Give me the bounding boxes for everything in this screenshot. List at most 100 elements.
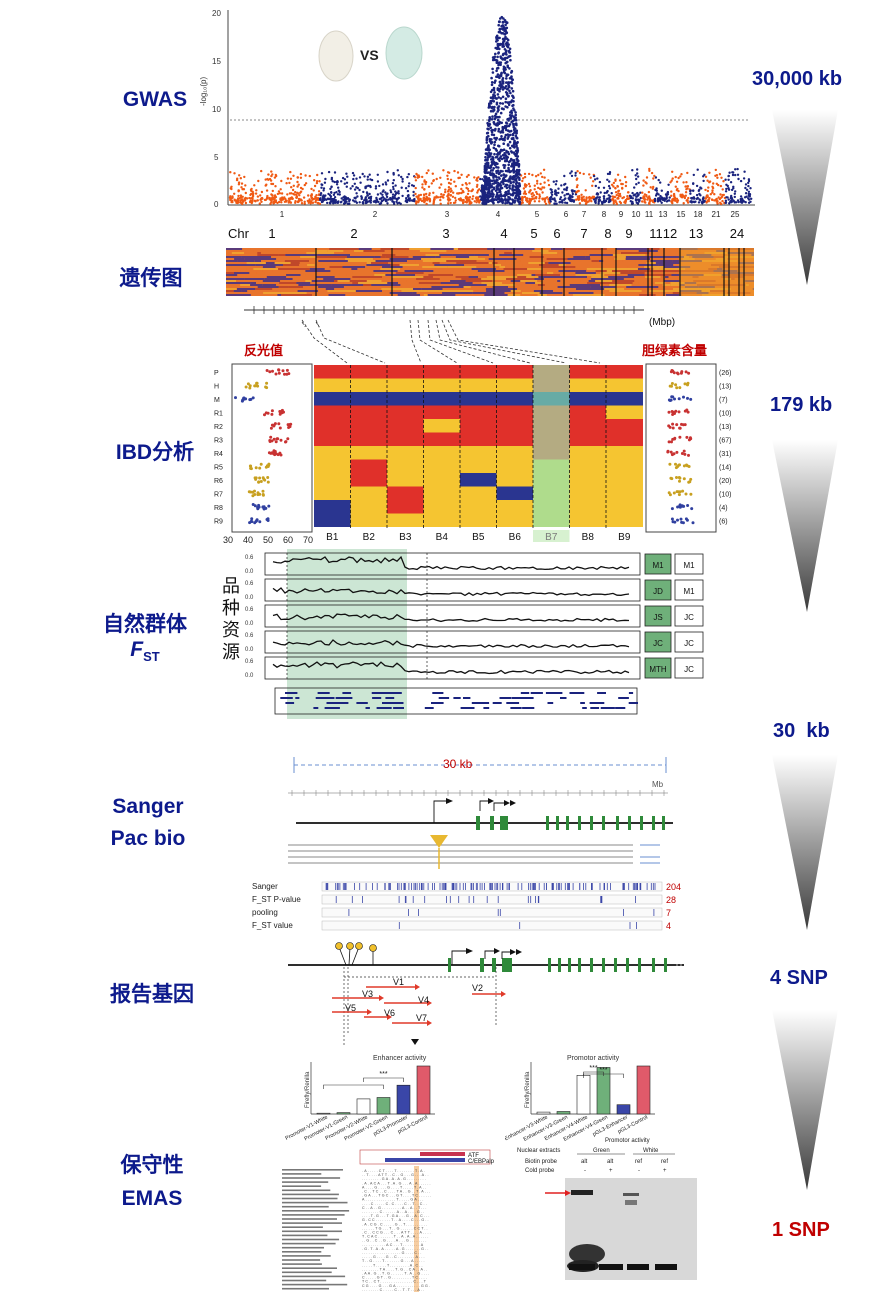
fst-ytick0-2: 0.0: [245, 621, 254, 627]
svg-text:....C.....C.C....C..T..C..: ....C.....C.C....C..T..C..: [362, 1202, 428, 1206]
gwas-chr-21: 21: [712, 210, 721, 219]
svg-text:G.CC.......T..A....C...G..: G.CC.......T..A....C...G..: [362, 1218, 430, 1222]
ibd-row-P: P: [214, 370, 219, 377]
ibd-xtick-30: 30: [223, 535, 233, 545]
construct-label-V1: V1: [393, 977, 404, 987]
gwas-chr-5: 5: [535, 210, 540, 219]
ibd-row-R7: R7: [214, 492, 223, 499]
mb-unit: Mb: [652, 780, 664, 789]
emsa-green: Green: [593, 1148, 610, 1154]
svg-text:T..G....T.......G...A.....: T..G....T.......G...A.....: [362, 1259, 426, 1263]
emsa-row3: Cold probe: [525, 1168, 555, 1174]
construct-label-V5: V5: [345, 1003, 356, 1013]
funnel-1: [772, 110, 838, 285]
ibd-row-M: M: [214, 397, 220, 404]
fst-left-box-3: JC: [653, 639, 663, 648]
svg-text:.AA.G..T.G......T.A..G....: .AA.G..T.G......T.A..G....: [362, 1272, 430, 1276]
fst-vlabel-0: 品: [222, 576, 240, 596]
seq-track-label-1: F_ST P-value: [252, 895, 301, 904]
gwas-chr-7: 7: [582, 210, 587, 219]
prom-chart-bar-0: [536, 1111, 551, 1115]
lane4-cold: +: [663, 1168, 667, 1174]
ibd-count-8: (20): [719, 478, 731, 485]
gwas-chr-15: 15: [677, 210, 686, 219]
funnel-triangles: [772, 110, 838, 1190]
enh-chart-bar-3: [376, 1097, 391, 1115]
ibd-xtick-50: 50: [263, 535, 273, 545]
mbp-unit: (Mbp): [649, 317, 675, 327]
fst-left-box-2: JS: [653, 613, 662, 622]
ibd-count-2: (7): [719, 397, 728, 404]
seq-track-count-0: 204: [666, 882, 681, 892]
ibd-block-B3: B3: [399, 532, 412, 543]
fst-ytick0-0: 0.0: [245, 569, 254, 575]
fst-ytick-0: 0.6: [245, 555, 254, 561]
svg-text:..G..C..G....A...G........: ..G..C..G....A...G........: [362, 1239, 428, 1243]
seq-track-label-3: F_ST value: [252, 921, 293, 930]
seq-track-label-0: Sanger: [252, 882, 278, 891]
funnel-2: [772, 440, 838, 612]
svg-text:....T.G...T.GA...G..A.C...: ....T.G...T.GA...G..A.C...: [362, 1214, 431, 1218]
ibd-row-R9: R9: [214, 519, 223, 526]
ibd-left-title: 反光值: [244, 343, 284, 358]
seq-track-count-1: 28: [666, 895, 676, 905]
enh-chart-bar-1: [336, 1112, 351, 1115]
lane3-cold: -: [638, 1168, 640, 1174]
emsa-header: Promotor activity: [605, 1138, 650, 1144]
seq-track-count-3: 4: [666, 921, 671, 931]
map-chr-2: 2: [350, 226, 357, 241]
enhancer-activity-chart: Enhancer activity Firefly/RenillaPromote…: [285, 1055, 435, 1142]
fst-ytick-3: 0.6: [245, 633, 254, 639]
prom-chart-bar-2: [576, 1074, 591, 1115]
svg-text:A....G....G....T.....T.A..: A....G....G....T.....T.A..: [362, 1185, 427, 1189]
emsa-row1: Nuclear extracts: [517, 1148, 560, 1154]
ibd-count-4: (13): [719, 424, 731, 431]
resolution-179kb: 179 kb: [770, 394, 833, 416]
svg-text:CG....G...GA...........GG.: CG....G...GA...........GG.: [362, 1284, 431, 1288]
ibd-row-R3: R3: [214, 438, 223, 445]
ibd-right-title: 胆绿素含量: [642, 343, 708, 358]
map-chr-7: 7: [580, 226, 587, 241]
svg-text:...........AC...T........A: ...........AC...T........A: [362, 1243, 424, 1247]
map-to-ibd-connectors: [301, 319, 601, 364]
lane2-cold: +: [609, 1168, 613, 1174]
fst-ytick0-3: 0.0: [245, 647, 254, 653]
genetic-map: Chr 1 2 3 4 5 6 7 8 9 11 12 13 24 (Mbp): [226, 226, 754, 327]
fst-vlabel-2: 资: [222, 620, 240, 640]
ibd-count-7: (14): [719, 465, 731, 472]
ibd-analysis: PHM R1 R2 R3 R4 R5 R6 R7 R8 R9 30 40 50 60 70 B1 B2 B3 B…: [214, 363, 731, 545]
gwas-chr-6: 6: [564, 210, 569, 219]
step-pacbio: Pac bio: [110, 827, 186, 850]
ibd-count-1: (13): [719, 384, 731, 391]
snp-1: [335, 942, 343, 950]
prom-title: Promotor activity: [567, 1055, 620, 1062]
prom-chart-bar-4: [616, 1104, 631, 1115]
prom-chart-sig: ***: [589, 1065, 597, 1072]
gwas-chr-3: 3: [445, 210, 450, 219]
ytick-0: 0: [214, 200, 219, 209]
white-egg: [318, 30, 354, 82]
chr-label: Chr: [228, 226, 250, 241]
svg-text:.........GA.A.A.G.........: .........GA.A.A.G.........: [362, 1177, 427, 1181]
fst-ytick0-4: 0.0: [245, 673, 254, 679]
map-chr-9: 9: [625, 226, 632, 241]
prom-chart-sig: ***: [599, 1067, 607, 1074]
scale-30kb: 30 kb: [443, 757, 473, 771]
fst-right-box-3: JC: [684, 639, 694, 648]
ibd-count-11: (6): [719, 519, 728, 526]
ibd-block-B5: B5: [472, 532, 485, 543]
insertion-marker: [430, 835, 448, 848]
map-chr-3: 3: [442, 226, 449, 241]
map-chr-1: 1: [268, 226, 275, 241]
green-egg: [385, 26, 423, 80]
snp-3: [355, 942, 363, 950]
map-chr-13: 13: [689, 226, 703, 241]
gwas-ylabel: -log₁₀(p): [200, 77, 208, 106]
ibd-count-10: (4): [719, 505, 728, 512]
ibd-count-9: (10): [719, 492, 731, 499]
construct-label-V3: V3: [362, 989, 373, 999]
ibd-row-R1: R1: [214, 411, 223, 418]
fst-left-box-4: MTH: [649, 665, 667, 674]
gwas-chr-4: 4: [496, 210, 501, 219]
conservation-alignment: ATF C/EBPalp .A.....CT....T........T.A..…: [282, 1149, 495, 1292]
